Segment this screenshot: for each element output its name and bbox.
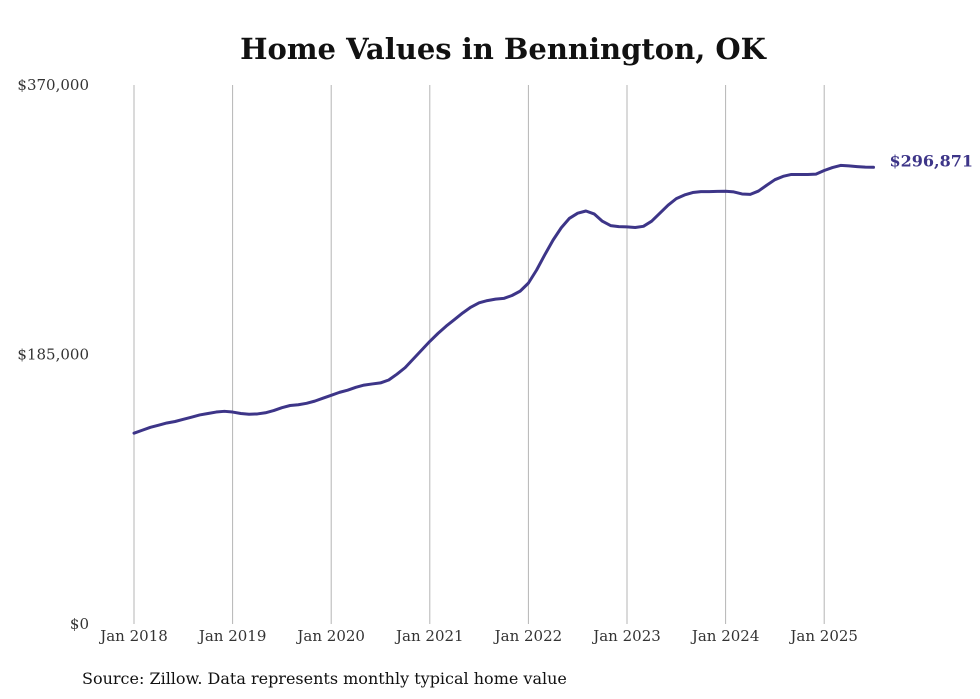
x-tick-label: Jan 2024 — [690, 627, 760, 645]
source-note: Source: Zillow. Data represents monthly … — [82, 669, 567, 688]
y-tick-label: $370,000 — [17, 76, 89, 94]
gridlines — [133, 85, 825, 624]
end-value-label: $296,871 — [890, 151, 974, 170]
x-tick-label: Jan 2023 — [591, 627, 661, 645]
x-axis: Jan 2018 Jan 2019 Jan 2020 Jan 2021 Jan 2022… — [98, 627, 858, 645]
x-tick-label: Jan 2022 — [493, 627, 563, 645]
x-tick-label: Jan 2020 — [295, 627, 365, 645]
y-tick-label: $185,000 — [17, 346, 89, 364]
x-tick-label: Jan 2019 — [197, 627, 267, 645]
series-layer: $296,871 — [132, 151, 974, 435]
series-line — [132, 163, 875, 435]
x-tick-label: Jan 2018 — [98, 627, 168, 645]
y-tick-label: $0 — [70, 615, 89, 633]
x-tick-label: Jan 2025 — [788, 627, 858, 645]
x-tick-label: Jan 2021 — [394, 627, 464, 645]
y-axis: $0 $185,000 $370,000 — [17, 76, 89, 633]
chart-title: Home Values in Bennington, OK — [240, 32, 768, 66]
